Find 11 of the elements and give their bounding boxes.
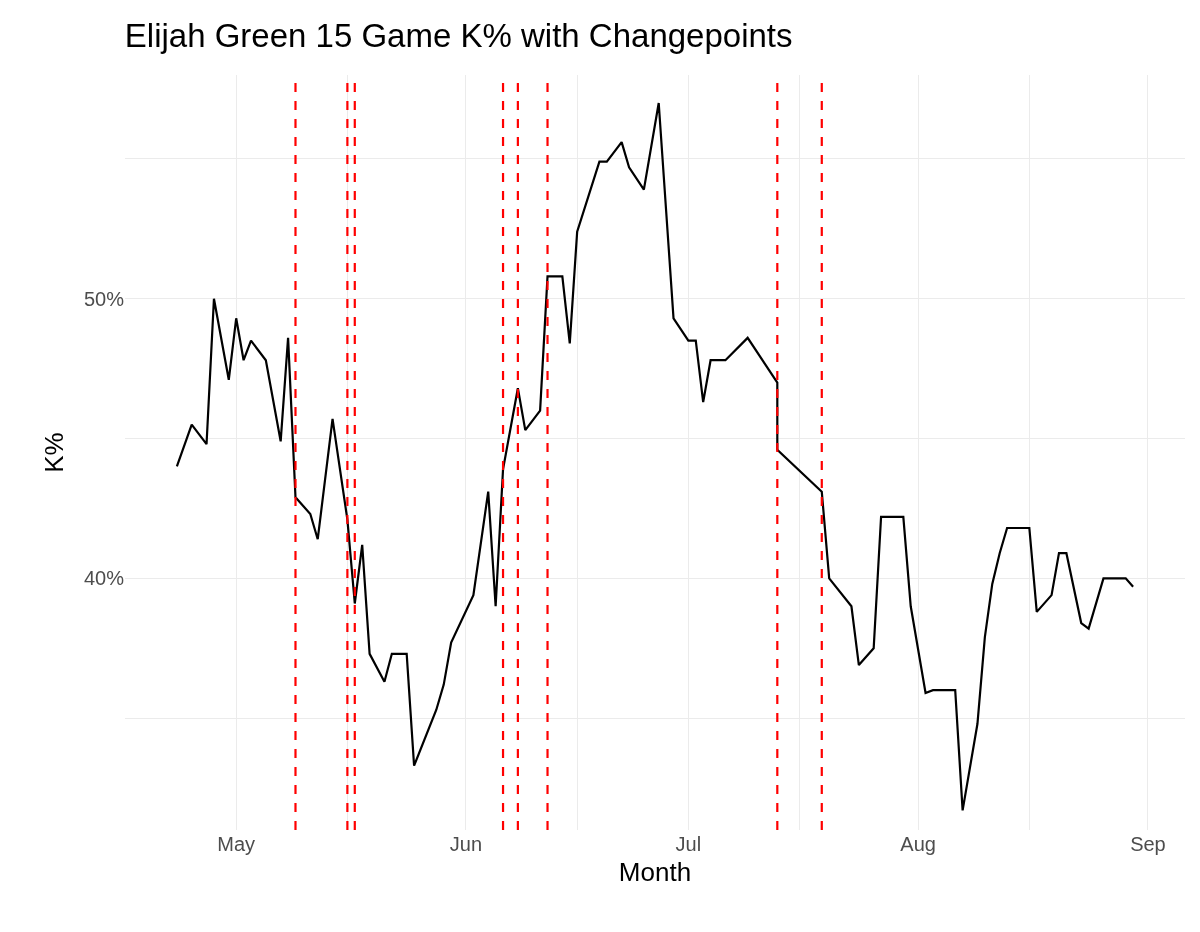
- y-axis-title: K%: [39, 432, 70, 473]
- y-tick-label: 50%: [83, 287, 125, 310]
- chart-title: Elijah Green 15 Game K% with Changepoints: [124, 16, 793, 54]
- y-tick-label: 40%: [83, 567, 125, 590]
- x-tick-label: Jun: [449, 833, 483, 855]
- line-series: [175, 101, 1135, 812]
- x-tick-label: May: [217, 833, 256, 855]
- x-tick-label: Aug: [900, 833, 936, 855]
- x-tick-label: Sep: [1130, 833, 1166, 855]
- x-tick-label: Jul: [675, 833, 702, 855]
- x-axis-title: Month: [618, 856, 692, 887]
